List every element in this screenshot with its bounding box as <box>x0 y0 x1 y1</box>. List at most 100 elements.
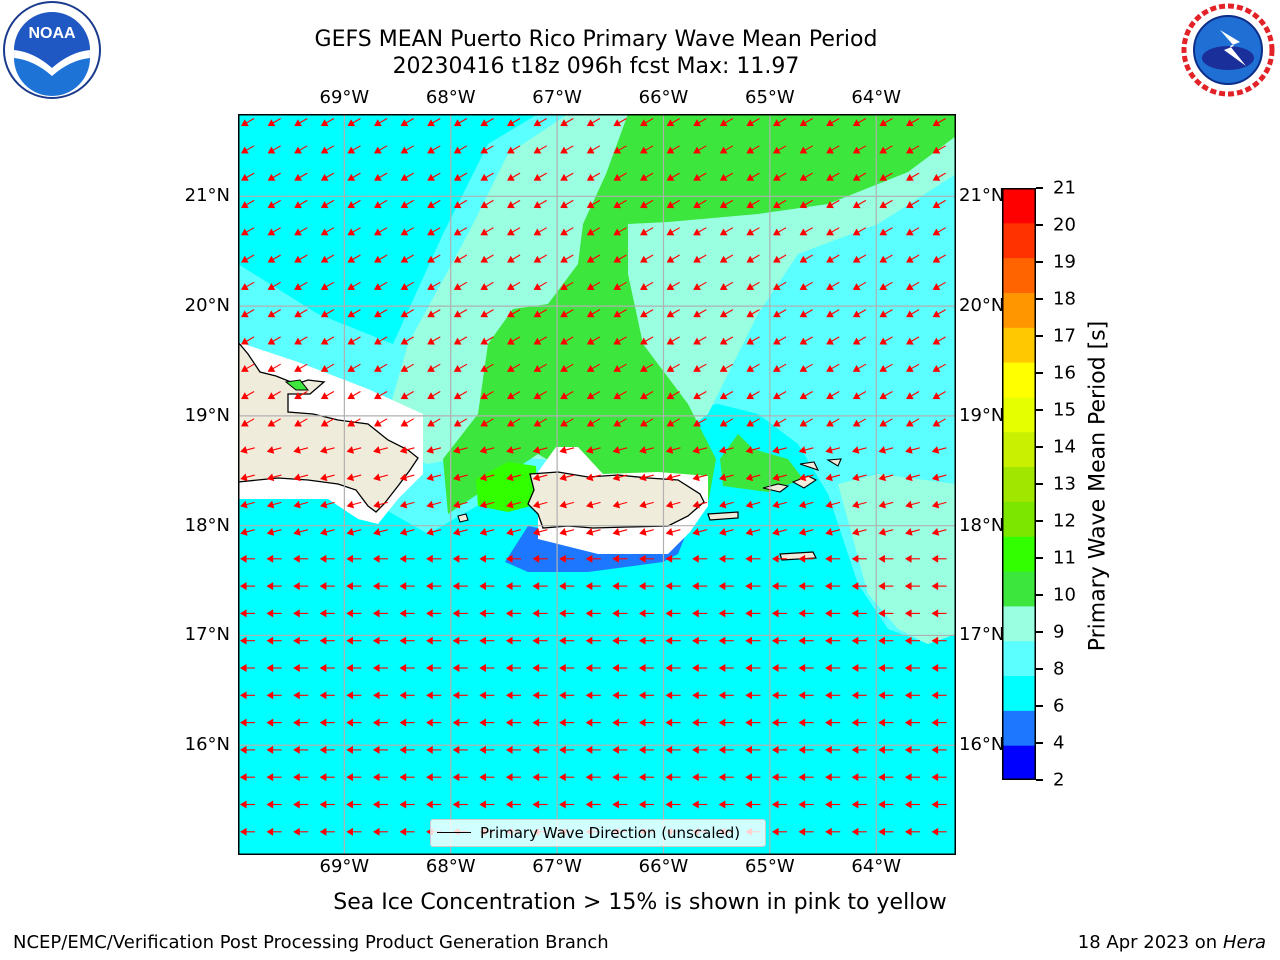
colorbar-label: Primary Wave Mean Period [s] <box>1085 320 1111 652</box>
wave-direction-arrow <box>613 391 627 400</box>
wave-direction-arrow <box>346 718 362 727</box>
wave-direction-arrow <box>241 391 255 400</box>
wave-direction-arrow <box>560 254 574 263</box>
wave-direction-arrow <box>453 309 468 318</box>
wave-direction-arrow <box>798 691 814 700</box>
wave-direction-arrow <box>718 800 734 809</box>
left-axis-label: 20°N <box>184 295 230 317</box>
wave-direction-arrow <box>480 418 494 427</box>
wave-direction-arrow <box>479 473 495 482</box>
wave-direction-arrow <box>638 554 654 563</box>
wave-direction-arrow <box>585 800 601 809</box>
wave-direction-arrow <box>427 118 441 127</box>
wave-direction-arrow <box>480 172 494 181</box>
wave-direction-arrow <box>773 336 787 345</box>
wave-direction-arrow <box>240 528 255 536</box>
wave-direction-arrow <box>825 528 841 536</box>
wave-direction-arrow <box>665 636 681 645</box>
wave-direction-arrow <box>480 336 494 345</box>
wave-direction-arrow <box>826 309 840 318</box>
wave-direction-arrow <box>480 199 494 209</box>
bot-axis-label: 69°W <box>319 856 370 877</box>
colorbar-tick-mark <box>1036 705 1043 707</box>
colorbar-segment <box>1002 710 1036 746</box>
wave-direction-arrow <box>319 691 335 700</box>
wave-direction-arrow <box>320 336 335 345</box>
colorbar-tick-label: 9 <box>1053 621 1065 643</box>
wave-direction-arrow <box>666 309 680 318</box>
wave-direction-arrow <box>373 528 388 536</box>
wave-direction-arrow <box>718 554 734 563</box>
wave-direction-arrow <box>904 745 920 754</box>
wave-direction-arrow <box>241 118 255 127</box>
wave-direction-arrow <box>399 500 415 509</box>
wave-direction-arrow <box>346 800 362 809</box>
wave-direction-arrow <box>347 172 361 181</box>
wave-direction-arrow <box>374 145 388 154</box>
wave-direction-arrow <box>746 418 760 427</box>
wave-direction-arrow <box>745 473 761 482</box>
wave-direction-arrow <box>507 309 521 318</box>
wave-direction-arrow <box>746 172 760 181</box>
wave-direction-arrow <box>612 691 628 700</box>
wave-direction-arrow <box>825 745 841 754</box>
wave-direction-arrow <box>293 827 309 836</box>
wave-direction-arrow <box>666 418 680 427</box>
wave-direction-arrow <box>320 309 335 318</box>
wave-direction-arrow <box>692 664 708 672</box>
wave-direction-arrow <box>878 718 894 727</box>
colorbar-tick-mark <box>1036 446 1043 448</box>
wave-direction-arrow <box>373 446 388 454</box>
wave-direction-arrow <box>426 609 442 618</box>
wave-direction-arrow <box>719 145 734 154</box>
colorbar-tick-label: 4 <box>1053 732 1065 754</box>
wave-direction-arrow <box>825 664 841 672</box>
wave-direction-arrow <box>533 363 547 372</box>
wave-direction-arrow <box>480 391 494 400</box>
map-plot <box>238 114 956 855</box>
wave-direction-arrow <box>452 691 468 700</box>
wave-direction-arrow <box>852 473 867 482</box>
right-axis-label: 20°N <box>959 295 1005 317</box>
wave-direction-arrow <box>692 718 708 727</box>
wave-direction-arrow <box>746 391 760 400</box>
wave-direction-arrow <box>294 391 308 400</box>
wave-direction-arrow <box>879 199 893 209</box>
wave-direction-arrow <box>692 609 708 618</box>
wave-direction-arrow <box>400 309 414 318</box>
wave-direction-arrow <box>878 773 894 782</box>
wave-direction-arrow <box>771 636 787 645</box>
wave-direction-arrow <box>719 172 734 181</box>
wave-direction-arrow <box>852 528 867 536</box>
wave-direction-arrow <box>692 500 708 509</box>
wave-direction-arrow <box>613 281 627 290</box>
wave-direction-arrow <box>426 718 442 727</box>
wave-direction-arrow <box>400 363 414 372</box>
wave-direction-arrow <box>771 554 787 563</box>
wave-direction-arrow <box>506 446 521 454</box>
wave-direction-arrow <box>693 418 707 427</box>
wave-direction-arrow <box>640 199 654 209</box>
left-axis-label: 16°N <box>184 734 230 756</box>
wave-direction-arrow <box>559 500 575 509</box>
wave-direction-arrow <box>639 528 654 536</box>
wave-direction-arrow <box>399 800 415 809</box>
land-mona-island <box>457 513 469 523</box>
wave-direction-arrow <box>293 773 309 782</box>
right-axis-label: 18°N <box>959 514 1005 536</box>
wave-direction-arrow <box>772 528 787 536</box>
wave-direction-arrow <box>932 227 946 236</box>
wave-direction-arrow <box>825 800 841 809</box>
wave-direction-arrow <box>799 391 813 400</box>
wave-direction-arrow <box>666 254 680 263</box>
wave-direction-arrow <box>878 745 894 754</box>
wave-direction-arrow <box>640 227 654 236</box>
wave-direction-arrow <box>771 609 787 618</box>
colorbar-segment <box>1002 571 1036 607</box>
wave-direction-arrow <box>719 363 734 372</box>
wave-direction-arrow <box>241 199 255 209</box>
wave-direction-arrow <box>906 336 920 345</box>
map-legend: Primary Wave Direction (unscaled) <box>430 819 766 847</box>
wave-direction-arrow <box>586 145 601 154</box>
wave-direction-arrow <box>931 609 947 618</box>
